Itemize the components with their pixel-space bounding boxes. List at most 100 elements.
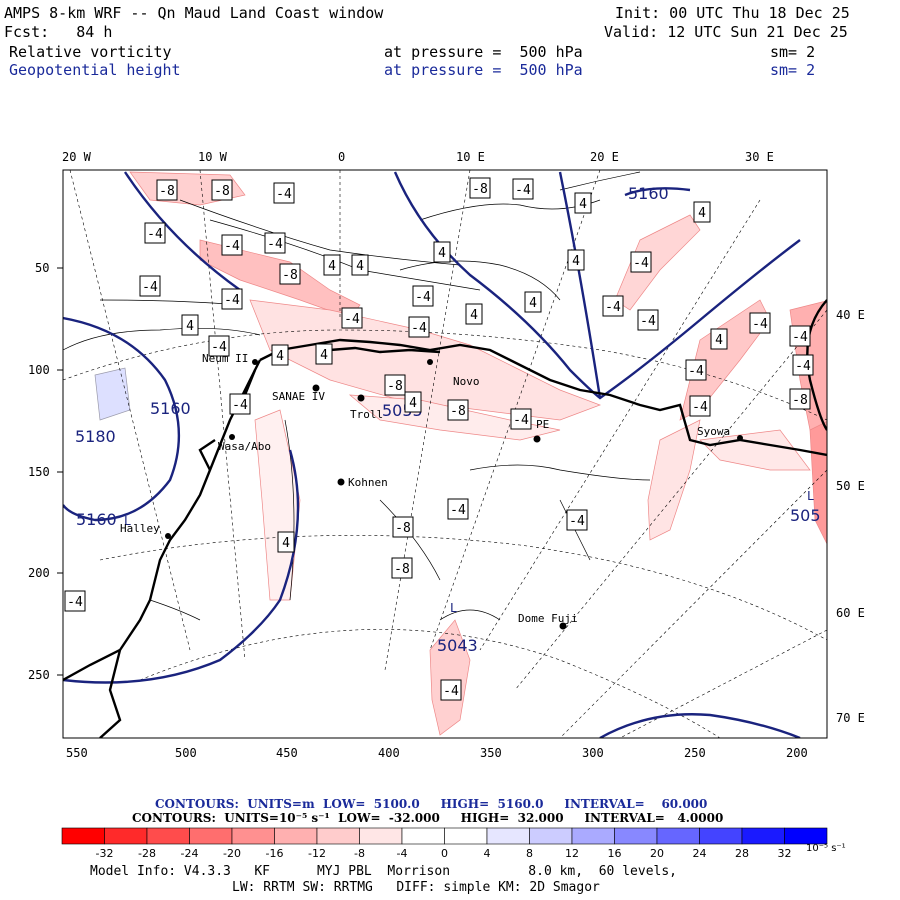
vorticity-value-label: 4	[574, 192, 592, 214]
y-label: 250	[28, 668, 50, 682]
lon-label: 70 E	[836, 711, 865, 725]
vorticity-value-label: -4	[749, 312, 771, 334]
svg-text:-4: -4	[633, 256, 649, 271]
colorbar-tick: 24	[692, 847, 707, 860]
vorticity-value-label: -8	[391, 557, 413, 579]
colorbar-tick: 28	[735, 847, 749, 860]
station-novo: Novo	[427, 359, 480, 388]
station-halley: Halley	[120, 522, 171, 539]
vorticity-value-label: 4	[404, 391, 422, 413]
field1-name: Relative vorticity	[9, 43, 172, 61]
colorbar-swatch	[231, 827, 275, 845]
colorbar-swatch	[529, 827, 573, 845]
x-label: 450	[276, 746, 298, 760]
map-title: AMPS 8-km WRF -- Qn Maud Land Coast wind…	[4, 4, 384, 22]
svg-text:Halley: Halley	[120, 522, 160, 535]
colorbar-swatch	[104, 827, 148, 845]
colorbar-tick: -16	[265, 847, 284, 860]
vorticity-value-label: 4	[277, 531, 295, 553]
colorbar-swatch	[401, 827, 445, 845]
low-markers: L L L	[124, 489, 814, 615]
vorticity-value-label: -4	[139, 275, 161, 297]
svg-text:-4: -4	[515, 183, 531, 198]
station-sanae: SANAE IV	[272, 384, 325, 403]
station-wasa: Wasa/Abo	[218, 434, 271, 453]
svg-text:-8: -8	[792, 393, 808, 408]
map-frame	[62, 169, 828, 739]
field1-smoothing: sm= 2	[770, 43, 816, 61]
svg-text:4: 4	[328, 259, 336, 274]
vorticity-value-label: 4	[693, 201, 711, 223]
vorticity-value-label: -4	[412, 285, 434, 307]
vorticity-value-label: -4	[685, 359, 707, 381]
svg-text:-4: -4	[795, 359, 811, 374]
model-physics: LW: RRTM SW: RRTMG DIFF: simple KM: 2D S…	[232, 880, 600, 895]
svg-text:Dome Fuji: Dome Fuji	[518, 612, 578, 625]
svg-text:-4: -4	[513, 413, 529, 428]
svg-text:-8: -8	[395, 521, 411, 536]
svg-text:-8: -8	[394, 562, 410, 577]
x-label: 550	[66, 746, 88, 760]
colorbar-tick: -32	[95, 847, 114, 860]
svg-text:4: 4	[715, 333, 723, 348]
svg-text:-8: -8	[159, 184, 175, 199]
station-troll: Troll	[350, 394, 383, 421]
vorticity-value-label: -4	[440, 679, 462, 701]
svg-text:Troll: Troll	[350, 408, 383, 421]
vorticity-value-label: -4	[789, 325, 811, 347]
forecast-hour: Fcst: 84 h	[4, 23, 113, 41]
vorticity-value-label: -8	[447, 399, 469, 421]
vorticity-value-label: 4	[710, 328, 728, 350]
y-label: 50	[35, 261, 49, 275]
svg-text:-4: -4	[415, 290, 431, 305]
svg-text:-4: -4	[569, 514, 585, 529]
colorbar-swatch	[146, 827, 190, 845]
init-time: Init: 00 UTC Thu 18 Dec 25	[615, 4, 850, 22]
colorbar-tick: -20	[223, 847, 241, 860]
station-dome-fuji: Dome Fuji	[518, 612, 578, 630]
colorbar-tick: 32	[777, 847, 792, 860]
y-label: 200	[28, 566, 50, 580]
svg-text:-4: -4	[605, 300, 621, 315]
vorticity-value-label: -8	[211, 179, 233, 201]
colorbar	[61, 827, 828, 845]
colorbar-swatch	[444, 827, 488, 845]
svg-text:-4: -4	[752, 317, 768, 332]
vorticity-value-label: -8	[384, 374, 406, 396]
vorticity-value-label: -4	[637, 309, 659, 331]
vorticity-value-label: -4	[64, 590, 86, 612]
colorbar-swatch	[359, 827, 403, 845]
svg-text:Kohnen: Kohnen	[348, 476, 388, 489]
vorticity-value-label: -4	[408, 316, 430, 338]
height-label: 505	[790, 506, 821, 525]
lon-label: 40 E	[836, 308, 865, 322]
colorbar-swatch	[614, 827, 658, 845]
svg-text:-4: -4	[142, 280, 158, 295]
vorticity-value-label: 4	[567, 249, 585, 271]
svg-text:-8: -8	[472, 182, 488, 197]
vorticity-value-label: -4	[264, 232, 286, 254]
lon-label: 10 W	[198, 150, 228, 164]
vorticity-value-label: -4	[221, 234, 243, 256]
station-syowa: Syowa	[697, 425, 743, 441]
colorbar-swatch	[699, 827, 743, 845]
colorbar-swatch	[784, 827, 828, 845]
svg-text:-4: -4	[211, 340, 227, 355]
x-label: 200	[786, 746, 808, 760]
height-label: 5160	[76, 510, 117, 529]
vorticity-value-label: 4	[465, 303, 483, 325]
vorticity-value-label: -4	[221, 288, 243, 310]
right-longitude-labels: 40 E 50 E 60 E 70 E	[836, 308, 865, 725]
colorbar-swatch	[274, 827, 318, 845]
svg-text:-8: -8	[282, 268, 298, 283]
vorticity-value-label: -4	[341, 307, 363, 329]
contours-height-info: CONTOURS: UNITS=m LOW= 5100.0 HIGH= 5160…	[155, 797, 708, 811]
svg-text:-4: -4	[224, 239, 240, 254]
vorticity-value-label: -4	[208, 335, 230, 357]
svg-text:-4: -4	[411, 321, 427, 336]
vorticity-value-label: 4	[181, 314, 199, 336]
vorticity-value-label: 4	[524, 291, 542, 313]
svg-text:-8: -8	[387, 379, 403, 394]
vorticity-value-label: -4	[510, 408, 532, 430]
vorticity-value-label: -4	[689, 395, 711, 417]
